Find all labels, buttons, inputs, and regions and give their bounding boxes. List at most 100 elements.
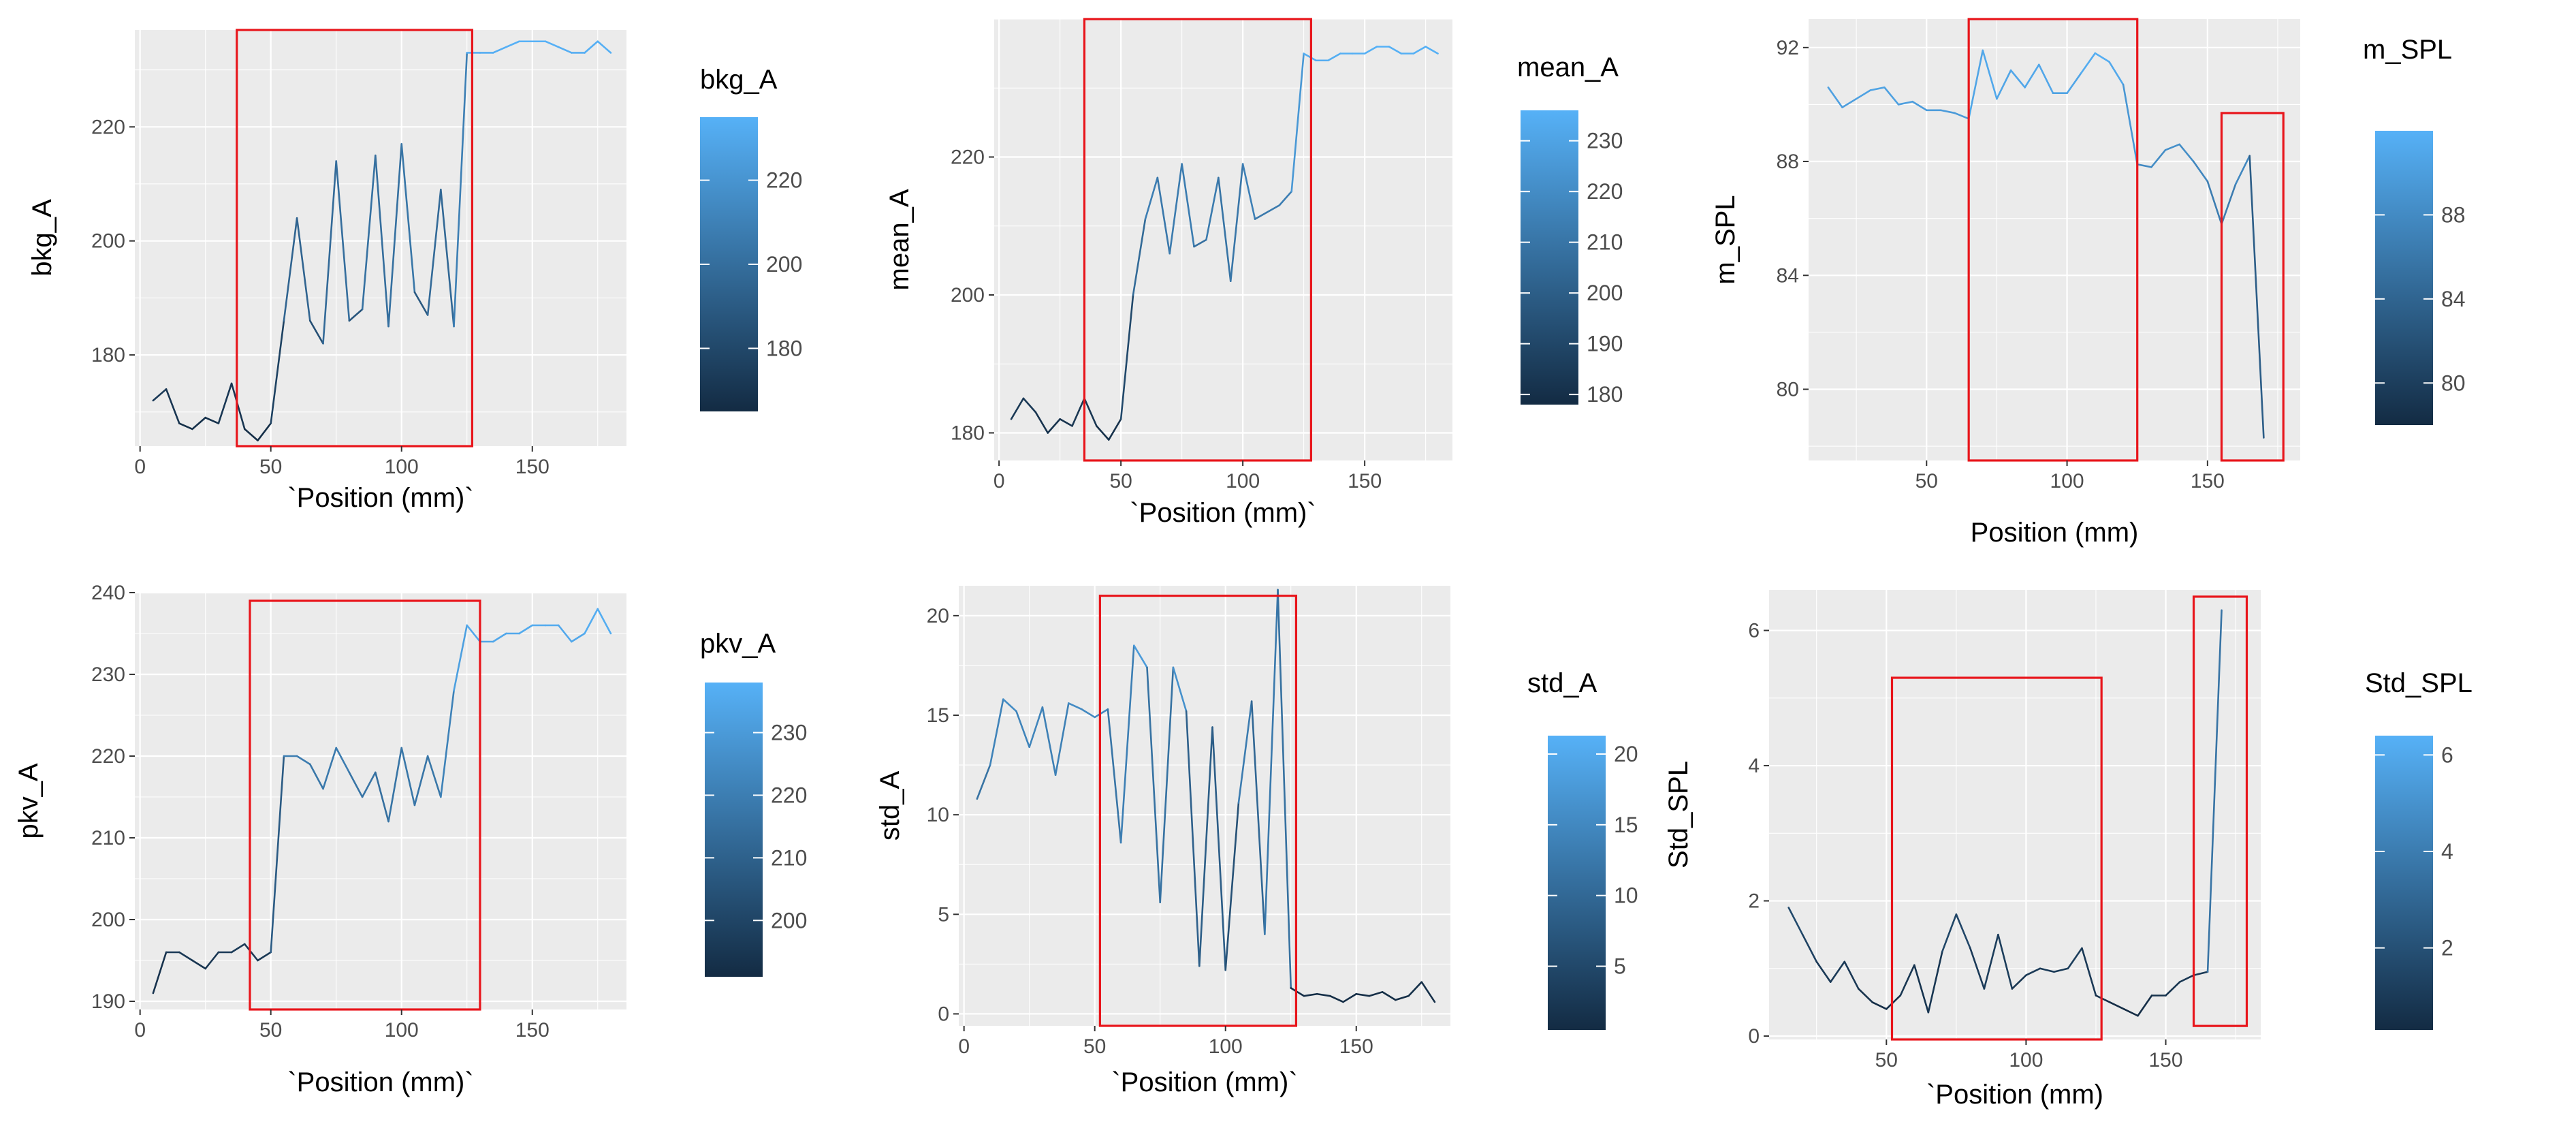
y-tick-label: 200	[951, 284, 985, 307]
y-tick-label: 190	[91, 990, 125, 1013]
y-tick-label: 20	[927, 605, 949, 627]
series-line-segment	[466, 624, 481, 643]
x-axis-title: Position (mm)	[1971, 518, 2139, 548]
marks-layer	[152, 599, 612, 1011]
series-line-segment	[2178, 974, 2195, 983]
colorbar-ticks: 180 200 220	[700, 168, 802, 360]
series-line-segment	[2178, 143, 2195, 163]
colorbar-ticks: 2 4 6	[2375, 742, 2453, 960]
x-axis: 0 50 100 150	[993, 460, 1382, 492]
series-line-segment	[1156, 176, 1171, 255]
plot-background	[1769, 590, 2261, 1039]
series-line-segment	[1913, 964, 1930, 1014]
colorbar-tick-label: 220	[771, 783, 807, 807]
series-line-segment	[1290, 52, 1305, 193]
y-axis-title: std_A	[875, 771, 905, 841]
series-line-segment	[322, 160, 338, 345]
colorbar-ticks: 200 210 220 230	[705, 721, 807, 933]
legend-title: bkg_A	[700, 65, 778, 95]
series-line-segment	[152, 388, 168, 402]
series-line-segment	[2067, 947, 2083, 970]
series-line-segment	[1381, 991, 1397, 1001]
y-tick-label: 210	[91, 827, 125, 849]
series-line-segment	[1342, 992, 1358, 1003]
colorbar-ticks: 5 10 15 20	[1548, 742, 1638, 979]
series-line-segment	[1034, 411, 1049, 434]
series-line-segment	[322, 747, 338, 790]
series-line-segment	[1955, 913, 1971, 950]
plot-background	[994, 19, 1452, 460]
colorbar-tick-label: 180	[766, 336, 802, 360]
y-tick-label: 220	[91, 116, 125, 138]
series-line-segment	[1355, 992, 1371, 997]
series-line-segment	[1002, 698, 1017, 712]
colorbar-tick-label: 88	[2441, 202, 2466, 227]
x-tick-label: 100	[385, 1019, 419, 1041]
x-axis: 0 50 100 150	[134, 1009, 550, 1041]
series-line-segment	[1224, 802, 1240, 971]
series-line-segment	[1054, 702, 1070, 776]
series-line-segment	[597, 608, 612, 635]
y-tick-label: 2	[1748, 890, 1760, 913]
series-line-segment	[976, 764, 991, 800]
series-line-segment	[361, 154, 377, 311]
x-tick-label: 150	[2191, 470, 2225, 492]
series-line-segment	[2165, 981, 2181, 997]
series-line-segment	[1368, 991, 1384, 997]
series-line-segment	[204, 416, 220, 424]
legend-title: std_A	[1527, 668, 1597, 698]
colorbar-gradient	[705, 683, 763, 977]
series-line-segment	[1420, 981, 1436, 1003]
x-axis-title: `Position (mm)`	[287, 1067, 473, 1097]
highlight-box	[1083, 18, 1312, 462]
series-line-segment	[348, 771, 364, 798]
series-line-segment	[1857, 988, 1874, 1003]
series-line-segment	[1119, 644, 1135, 844]
series-line-segment	[1827, 87, 1843, 108]
marks-layer	[1787, 595, 2248, 1041]
series-line-segment	[2038, 63, 2054, 94]
grid-lines	[135, 30, 626, 446]
plot-background	[1809, 19, 2300, 460]
chart-panel-m-spl: 50 100 150 80 84 88 92 Position (mm) m_SPL m_…	[1711, 18, 2466, 548]
colorbar-tick-label: 15	[1614, 813, 1638, 837]
series-line-segment	[505, 40, 520, 48]
colorbar-gradient	[700, 117, 758, 411]
series-line-segment	[309, 319, 324, 345]
series-line-segment	[1119, 294, 1134, 420]
colorbar-gradient	[1548, 736, 1606, 1030]
y-tick-label: 80	[1777, 378, 1799, 401]
y-axis-title: Std_SPL	[1664, 761, 1694, 868]
legend-title: m_SPL	[2363, 35, 2452, 65]
series-line-segment	[1278, 190, 1293, 206]
colorbar-tick-label: 230	[771, 721, 807, 745]
colorbar-tick-label: 220	[1587, 179, 1623, 204]
y-axis: 180 200 220	[951, 146, 994, 445]
colorbar-tick-label: 6	[2441, 742, 2453, 767]
series-line-segment	[1193, 238, 1207, 248]
series-line-segment	[1996, 69, 2012, 100]
series-line-segment	[1083, 397, 1098, 427]
series-line-segment	[2150, 149, 2167, 168]
series-line-segment	[1241, 163, 1256, 220]
y-tick-label: 5	[938, 903, 949, 926]
series-line-segment	[1047, 418, 1061, 434]
grid-lines	[1769, 590, 2261, 1039]
series-line-segment	[387, 143, 403, 328]
series-line-segment	[584, 608, 599, 635]
series-line-segment	[1316, 992, 1331, 997]
series-line-segment	[191, 959, 206, 970]
series-line-segment	[1205, 176, 1220, 241]
series-line-segment	[1939, 109, 1956, 114]
y-tick-label: 220	[951, 146, 985, 169]
x-axis-title: `Position (mm)`	[1111, 1067, 1297, 1097]
highlight-box	[1098, 595, 1298, 1027]
x-tick-label: 50	[1875, 1049, 1898, 1071]
series-line-segment	[1028, 706, 1044, 749]
highlight-box	[2220, 112, 2285, 462]
series-line-segment	[1237, 700, 1253, 804]
y-tick-label: 0	[938, 1003, 949, 1025]
series-line-segment	[152, 951, 168, 994]
series-line-segment	[361, 771, 377, 798]
series-line-segment	[2081, 947, 2097, 997]
